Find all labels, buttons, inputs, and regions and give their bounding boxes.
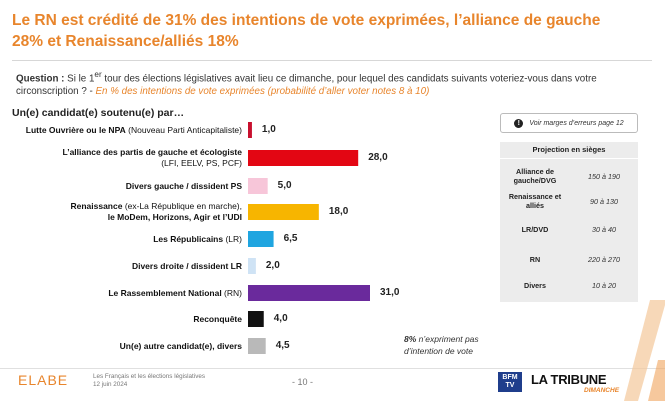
margin-note-text: Voir marges d’erreurs page 12 xyxy=(529,119,624,127)
bfm-logo-tv: TV xyxy=(505,382,515,389)
value-label-3: 18,0 xyxy=(328,206,349,217)
bar-2 xyxy=(248,178,268,194)
question-note: En % des intentions de vote exprimées (p… xyxy=(92,86,430,98)
bar-6 xyxy=(248,285,370,301)
category-label-2: Divers gauche / dissident PS xyxy=(125,180,242,191)
decorative-stripes xyxy=(624,300,665,401)
value-label-5: 2,0 xyxy=(265,260,280,271)
value-label-6: 31,0 xyxy=(380,287,400,298)
abstention-text: n’expriment pas d’intention de vote xyxy=(404,334,479,356)
projection-seats: 90 à 130 xyxy=(590,197,618,206)
la-tribune-dimanche: DIMANCHE xyxy=(584,387,620,394)
margin-note-box: ! Voir marges d’erreurs page 12 xyxy=(500,113,638,133)
projection-seats: 30 à 40 xyxy=(592,225,616,234)
bar-7 xyxy=(248,311,264,327)
page-number: - 10 - xyxy=(292,377,314,387)
abstention-value: 8% xyxy=(404,334,417,344)
question-superscript: er xyxy=(94,70,102,79)
category-label-7: Reconquête xyxy=(193,313,242,324)
category-label-4: Les Républicains (LR) xyxy=(153,233,242,244)
category-label-8: Un(e) autre candidat(e), divers xyxy=(119,340,242,351)
footer-note-line1: Les Français et les élections législativ… xyxy=(93,373,205,380)
question-body-end: tour des élections législatives avait li… xyxy=(16,73,597,98)
value-label-4: 6,5 xyxy=(283,233,298,244)
category-label-5: Divers droite / dissident LR xyxy=(131,260,242,271)
page-title: Le RN est crédité de 31% des intentions … xyxy=(12,12,601,50)
value-label-1: 28,0 xyxy=(368,152,388,163)
category-label-0: Lutte Ouvrière ou le NPA (Nouveau Parti … xyxy=(25,124,242,135)
bar-8 xyxy=(248,338,266,354)
category-label-1: L’alliance des partis de gauche et écolo… xyxy=(62,147,242,168)
value-label-2: 5,0 xyxy=(277,180,292,191)
value-label-0: 1,0 xyxy=(261,124,276,135)
bfm-logo-text: BFM xyxy=(502,374,518,381)
projection-seats: 10 à 20 xyxy=(592,281,616,290)
projection-party: Renaissance et alliés xyxy=(508,192,562,210)
projection-party: LR/DVD xyxy=(521,225,549,234)
projection-title: Projection en sièges xyxy=(500,142,638,159)
title-divider xyxy=(12,60,652,61)
bar-5 xyxy=(248,258,256,274)
la-tribune-logo: LA TRIBUNE xyxy=(531,372,607,387)
value-label-7: 4,0 xyxy=(273,313,288,324)
bar-1 xyxy=(248,150,359,166)
bfm-tv-logo: BFM TV xyxy=(498,372,522,392)
abstention-note: 8% n’expriment pas d’intention de vote xyxy=(404,333,504,357)
projection-seats: 150 à 190 xyxy=(588,172,620,181)
footer-divider xyxy=(0,368,665,369)
question-text: Question : Si le 1er tour des élections … xyxy=(16,68,616,98)
info-icon: ! xyxy=(514,118,524,128)
bar-3 xyxy=(248,204,319,220)
question-label: Question : xyxy=(16,73,65,85)
elabe-logo: ELABE xyxy=(18,372,69,388)
category-label-6: Le Rassemblement National (RN) xyxy=(108,287,242,298)
chart-subheading: Un(e) candidat(e) soutenu(e) par… xyxy=(12,107,185,119)
projection-party: Alliance de gauche/DVG xyxy=(513,167,557,185)
projection-party: Divers xyxy=(524,281,546,290)
projection-panel: Projection en sièges Alliance de gauche/… xyxy=(500,142,638,302)
footer-note: Les Français et les élections législativ… xyxy=(93,373,205,389)
footer-note-line2: 12 juin 2024 xyxy=(93,381,128,388)
projection-party: RN xyxy=(529,255,541,264)
bar-0 xyxy=(248,122,252,138)
value-label-8: 4,5 xyxy=(275,340,290,351)
question-body-start: Si le 1 xyxy=(64,73,95,85)
category-label-3: Renaissance (ex-La République en marche)… xyxy=(70,201,242,222)
bar-4 xyxy=(248,231,274,247)
projection-seats: 220 à 270 xyxy=(588,255,620,264)
